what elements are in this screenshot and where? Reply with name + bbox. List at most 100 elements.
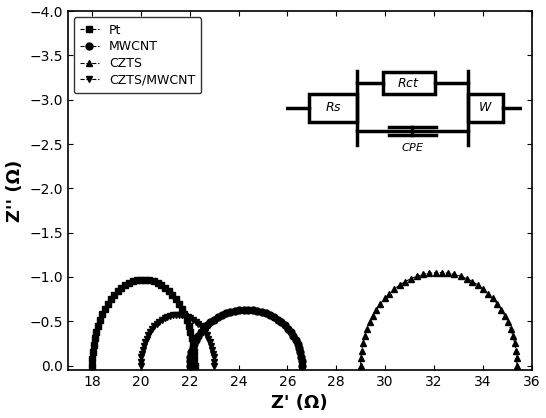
MWCNT	[236, 308, 242, 313]
CZTS	[382, 296, 388, 301]
CZTS	[402, 279, 408, 284]
Line: CZTS: CZTS	[357, 269, 520, 369]
MWCNT	[218, 313, 225, 318]
CZTS	[396, 283, 403, 288]
CZTS/MWCNT	[161, 316, 168, 321]
CZTS/MWCNT	[182, 314, 188, 319]
CZTS	[494, 301, 501, 306]
CZTS	[420, 272, 426, 277]
Legend: Pt, MWCNT, CZTS, CZTS/MWCNT: Pt, MWCNT, CZTS, CZTS/MWCNT	[74, 17, 201, 93]
MWCNT	[275, 317, 281, 322]
MWCNT	[200, 326, 207, 331]
CZTS	[370, 314, 376, 319]
CZTS/MWCNT	[140, 343, 147, 348]
CZTS/MWCNT	[145, 333, 151, 338]
CZTS	[514, 363, 520, 368]
CZTS	[485, 291, 491, 296]
MWCNT	[189, 345, 196, 350]
CZTS/MWCNT	[209, 347, 216, 352]
MWCNT	[292, 337, 299, 342]
CZTS	[358, 363, 364, 368]
MWCNT	[188, 350, 194, 355]
MWCNT	[266, 313, 273, 318]
CZTS/MWCNT	[204, 333, 210, 338]
CZTS/MWCNT	[210, 351, 216, 356]
Pt	[162, 285, 169, 291]
Line: MWCNT: MWCNT	[186, 306, 306, 369]
MWCNT	[211, 317, 217, 322]
Pt	[190, 342, 197, 347]
MWCNT	[240, 307, 247, 312]
CZTS/MWCNT	[142, 339, 149, 344]
CZTS/MWCNT	[156, 319, 163, 324]
CZTS	[408, 276, 414, 281]
MWCNT	[254, 308, 260, 314]
Pt	[89, 363, 96, 368]
Pt	[191, 363, 198, 368]
CZTS	[480, 286, 486, 291]
CZTS/MWCNT	[205, 336, 212, 341]
CZTS/MWCNT	[138, 359, 144, 364]
MWCNT	[298, 354, 305, 359]
MWCNT	[290, 333, 296, 338]
CZTS	[373, 307, 379, 312]
CZTS/MWCNT	[193, 319, 199, 324]
MWCNT	[288, 329, 294, 334]
Line: Pt: Pt	[88, 276, 198, 369]
CZTS/MWCNT	[158, 317, 165, 322]
CZTS	[463, 276, 470, 281]
Pt	[130, 279, 136, 284]
Pt	[99, 311, 105, 316]
MWCNT	[299, 359, 305, 364]
Pt	[189, 336, 195, 341]
CZTS	[358, 356, 364, 361]
CZTS/MWCNT	[173, 313, 179, 318]
CZTS/MWCNT	[138, 363, 144, 368]
Pt	[158, 283, 165, 288]
Pt	[169, 292, 176, 297]
CZTS	[414, 274, 420, 279]
CZTS	[513, 348, 519, 353]
Pt	[118, 285, 124, 291]
MWCNT	[299, 363, 305, 368]
CZTS/MWCNT	[138, 355, 145, 360]
MWCNT	[215, 315, 221, 320]
CZTS/MWCNT	[207, 339, 213, 344]
MWCNT	[187, 354, 194, 359]
CZTS/MWCNT	[185, 315, 191, 320]
Pt	[104, 301, 111, 306]
CZTS/MWCNT	[208, 343, 215, 348]
Pt	[165, 289, 172, 294]
CZTS/MWCNT	[198, 324, 204, 329]
CZTS/MWCNT	[190, 317, 197, 322]
Pt	[122, 283, 128, 288]
Pt	[126, 280, 132, 285]
MWCNT	[198, 329, 204, 334]
CZTS	[445, 271, 452, 276]
CZTS/MWCNT	[149, 326, 156, 331]
CZTS/MWCNT	[187, 316, 194, 321]
CZTS/MWCNT	[211, 363, 217, 368]
CZTS	[474, 283, 481, 288]
CZTS/MWCNT	[153, 321, 160, 326]
Pt	[94, 323, 101, 328]
CZTS/MWCNT	[164, 315, 170, 320]
MWCNT	[232, 308, 238, 314]
CZTS/MWCNT	[211, 359, 217, 364]
Pt	[155, 280, 161, 285]
CZTS/MWCNT	[167, 314, 174, 319]
CZTS	[426, 271, 432, 276]
Pt	[91, 336, 98, 341]
CZTS/MWCNT	[139, 347, 146, 352]
Y-axis label: Z'' (Ω): Z'' (Ω)	[5, 159, 23, 222]
CZTS/MWCNT	[200, 326, 206, 331]
X-axis label: Z' (Ω): Z' (Ω)	[271, 395, 328, 413]
CZTS/MWCNT	[176, 313, 182, 318]
Pt	[138, 277, 145, 282]
MWCNT	[186, 363, 193, 368]
MWCNT	[263, 311, 269, 316]
Pt	[179, 306, 185, 311]
MWCNT	[294, 341, 301, 346]
CZTS	[386, 291, 393, 296]
Line: CZTS/MWCNT: CZTS/MWCNT	[138, 312, 218, 369]
